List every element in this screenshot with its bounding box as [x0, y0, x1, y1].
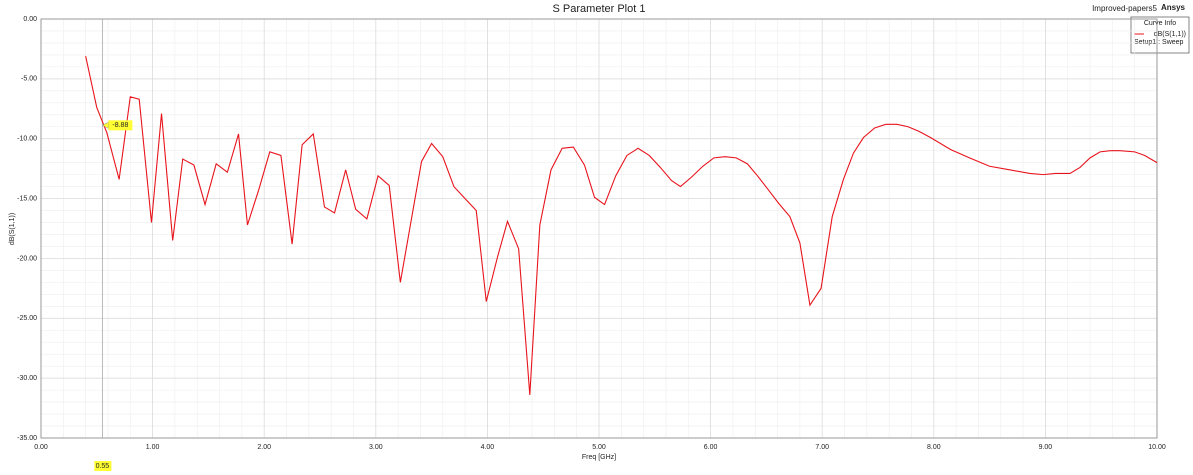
brand: Ansys: [1161, 3, 1186, 12]
y-tick-label: -25.00: [17, 315, 37, 322]
marker-x-box: [94, 461, 112, 471]
x-axis-label: Freq [GHz]: [582, 454, 616, 461]
x-tick-label: 6.00: [704, 444, 718, 451]
y-axis-label: dB(S(1,1)): [9, 213, 16, 245]
legend-title: Curve Info: [1144, 20, 1176, 27]
y-tick-label: -5.00: [21, 76, 37, 83]
project-name: Improved-papers5: [1092, 4, 1157, 13]
y-tick-label: -30.00: [17, 375, 37, 382]
marker-label: -8.88: [112, 122, 128, 129]
y-tick-label: -35.00: [17, 435, 37, 442]
y-tick-label: -15.00: [17, 195, 37, 202]
x-tick-label: 2.00: [257, 444, 271, 451]
x-tick-label: 7.00: [815, 444, 829, 451]
series-line: [85, 55, 1158, 395]
x-tick-label: 1.00: [146, 444, 160, 451]
marker-x-label: 0.55: [96, 463, 110, 470]
y-tick-label: -10.00: [17, 136, 37, 143]
x-tick-label: 4.00: [481, 444, 495, 451]
x-tick-label: 10.00: [1148, 444, 1166, 451]
legend-label: dB(S(1,1)): [1154, 31, 1186, 38]
legend-setup: Setup1 : Sweep: [1134, 39, 1184, 46]
x-tick-label: 8.00: [927, 444, 941, 451]
y-tick-label: 0.00: [23, 16, 37, 23]
legend-box: [1130, 16, 1190, 54]
plot-frame: [40, 18, 1158, 439]
legend: Curve Info dB(S(1,1)) Setup1 : Sweep: [1130, 16, 1190, 54]
chart-title: S Parameter Plot 1: [553, 3, 646, 15]
marker-label-box: [108, 120, 133, 131]
x-tick-label: 3.00: [369, 444, 383, 451]
y-tick-label: -20.00: [17, 255, 37, 262]
x-tick-label: 0.00: [34, 444, 48, 451]
x-tick-label: 5.00: [592, 444, 606, 451]
x-tick-label: 9.00: [1039, 444, 1053, 451]
